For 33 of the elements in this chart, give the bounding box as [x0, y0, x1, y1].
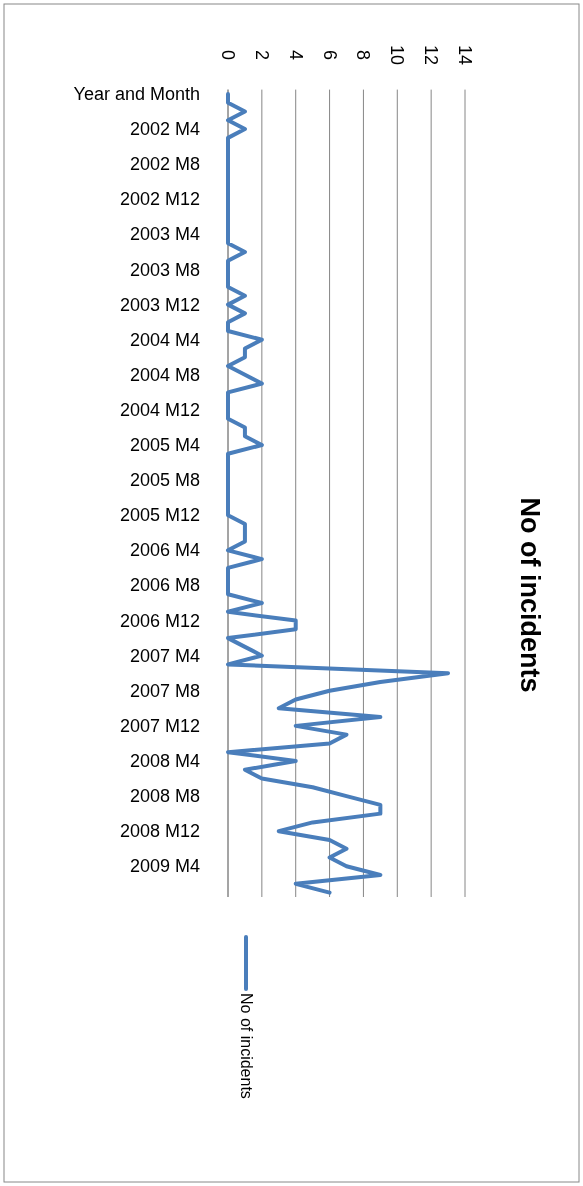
y-tick-label: 2008 M8: [129, 786, 200, 807]
y-tick-label: 2004 M8: [129, 364, 200, 385]
y-tick-label: 2005 M12: [119, 505, 200, 526]
x-tick-label: 2: [251, 49, 272, 61]
y-tick-label: 2002 M4: [129, 119, 200, 140]
y-tick-label: 2002 M12: [119, 189, 200, 210]
y-tick-label: 2002 M8: [129, 154, 200, 175]
y-tick-label: 2007 M8: [129, 680, 200, 701]
y-tick-label: 2006 M4: [129, 540, 200, 561]
x-tick-label: 0: [218, 49, 238, 61]
y-tick-label: 2006 M8: [129, 575, 200, 596]
x-tick-label: 14: [455, 44, 475, 66]
text: No of incidents: [515, 497, 545, 693]
x-tick-label: 12: [421, 44, 442, 66]
y-tick-label: 2008 M12: [119, 821, 200, 842]
y-tick-label: 2003 M4: [129, 224, 200, 245]
y-tick-label: 2003 M12: [119, 294, 200, 315]
x-tick-label: 10: [387, 44, 408, 66]
y-tick-label: 2009 M4: [129, 856, 200, 877]
y-tick-label: 2005 M8: [129, 470, 200, 491]
y-tick-label: 2006 M12: [119, 610, 200, 631]
y-tick-label: Year and Month: [73, 83, 200, 104]
y-tick-label: 2005 M4: [129, 435, 200, 456]
y-tick-label: 2004 M4: [129, 329, 200, 350]
x-tick-label: 8: [353, 49, 374, 61]
x-tick-label: 4: [285, 49, 306, 61]
y-tick-label: 2003 M8: [129, 259, 200, 280]
y-tick-label: 2004 M12: [119, 399, 200, 420]
y-tick-label: 2007 M12: [119, 715, 200, 736]
y-tick-label: 2007 M4: [129, 645, 200, 666]
text: No of incidents: [237, 993, 255, 1099]
x-tick-label: 6: [319, 49, 340, 61]
y-tick-label: 2008 M4: [129, 750, 200, 771]
